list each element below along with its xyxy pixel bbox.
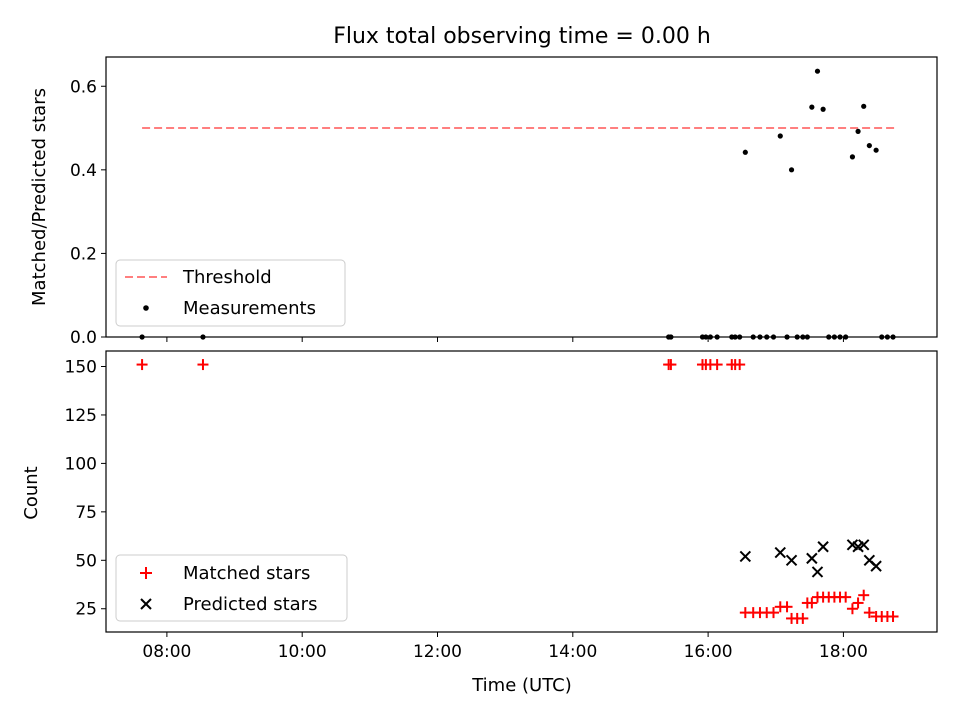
top-y-tick-label: 0.4 bbox=[70, 161, 97, 181]
bottom-panel-axes: 08:00 10:00 12:00 14:00 16:00 18:00 25 50 75 100 1… bbox=[65, 358, 868, 662]
predicted-star-point bbox=[811, 566, 824, 578]
measurement-point bbox=[861, 103, 867, 109]
matched-star-point bbox=[840, 591, 852, 603]
predicted-star-point bbox=[870, 560, 882, 572]
matched-star-point bbox=[711, 359, 723, 371]
top-legend: Threshold Measurements bbox=[115, 259, 346, 327]
x-tick-label: 10:00 bbox=[278, 642, 327, 662]
measurement-point bbox=[855, 128, 861, 134]
top-y-tick-label: 0.2 bbox=[70, 244, 97, 264]
bottom-y-tick-label: 75 bbox=[75, 503, 97, 523]
matched-star-point bbox=[887, 610, 899, 622]
measurement-point bbox=[742, 149, 748, 155]
top-y-axis-label: Matched/Predicted stars bbox=[29, 88, 50, 306]
legend-measurements-swatch bbox=[143, 305, 149, 311]
matched-star-point bbox=[781, 601, 793, 613]
top-y-tick-label: 0.6 bbox=[70, 77, 97, 97]
predicted-star-point bbox=[785, 554, 798, 567]
predicted-star-stroke-b bbox=[817, 541, 829, 553]
predicted-star-stroke-b bbox=[846, 539, 859, 551]
legend-measurements-label: Measurements bbox=[183, 298, 316, 319]
matched-star-point bbox=[852, 597, 864, 609]
measurement-point bbox=[866, 142, 872, 149]
matched-star-point bbox=[197, 359, 209, 371]
measurement-point bbox=[873, 147, 879, 153]
predicted-star-stroke-b bbox=[806, 552, 818, 565]
predicted-star-point bbox=[806, 552, 818, 565]
top-legend-box bbox=[115, 259, 346, 327]
measurement-point bbox=[849, 154, 856, 160]
predicted-star-point bbox=[774, 546, 786, 559]
bottom-y-tick-label: 125 bbox=[65, 406, 97, 426]
bottom-y-axis-label: Count bbox=[21, 466, 42, 519]
matched-star-point bbox=[665, 359, 677, 371]
matched-star-point bbox=[863, 607, 875, 619]
predicted-star-stroke-b bbox=[870, 560, 882, 572]
measurement-point bbox=[777, 133, 783, 139]
matched-star-point bbox=[858, 589, 870, 601]
x-tick-label: 14:00 bbox=[548, 642, 597, 662]
matched-star-point bbox=[136, 359, 148, 371]
matched-star-point bbox=[734, 359, 746, 371]
x-tick-label: 16:00 bbox=[684, 642, 733, 662]
matched-star-point bbox=[846, 603, 858, 615]
legend-matched-swatch bbox=[140, 567, 152, 579]
top-y-tick-label: 0.0 bbox=[70, 328, 97, 348]
predicted-star-stroke-b bbox=[858, 539, 870, 551]
measurement-point bbox=[809, 104, 815, 110]
measurement-point bbox=[820, 106, 826, 112]
x-tick-label: 18:00 bbox=[819, 642, 868, 662]
bottom-panel: 08:00 10:00 12:00 14:00 16:00 18:00 25 50 75 100 1… bbox=[21, 350, 938, 696]
chart-title: Flux total observing time = 0.00 h bbox=[333, 24, 711, 49]
bottom-panel-marks bbox=[136, 359, 899, 624]
bottom-y-tick-label: 25 bbox=[75, 600, 97, 620]
x-tick-label: 08:00 bbox=[142, 642, 191, 662]
predicted-star-stroke-b bbox=[863, 554, 876, 567]
legend-predicted-swatch bbox=[140, 598, 152, 610]
predicted-star-stroke-b bbox=[811, 566, 824, 578]
bottom-legend-box bbox=[115, 554, 348, 622]
x-tick-label: 12:00 bbox=[413, 642, 462, 662]
bottom-y-tick-label: 50 bbox=[75, 551, 97, 571]
top-panel-axes: 0.0 0.2 0.4 0.6 bbox=[70, 77, 844, 348]
matched-star-point bbox=[768, 607, 780, 619]
top-panel: 0.0 0.2 0.4 0.6 Matched/Predicted stars Thr… bbox=[29, 56, 938, 348]
bottom-legend: Matched stars Predicted stars bbox=[115, 554, 348, 622]
legend-threshold-label: Threshold bbox=[182, 267, 272, 288]
measurement-point bbox=[788, 167, 795, 173]
measurement-point bbox=[814, 68, 821, 74]
predicted-star-point bbox=[858, 539, 870, 551]
predicted-star-point bbox=[817, 541, 829, 553]
predicted-star-stroke-b bbox=[739, 550, 752, 563]
bottom-panel-frame bbox=[105, 350, 938, 633]
top-panel-frame bbox=[105, 56, 938, 338]
x-axis-label: Time (UTC) bbox=[471, 675, 572, 696]
bottom-y-tick-label: 150 bbox=[65, 358, 97, 378]
matched-star-point bbox=[806, 597, 818, 609]
legend-predicted-label: Predicted stars bbox=[183, 594, 317, 615]
legend-matched-label: Matched stars bbox=[183, 563, 310, 584]
bottom-y-tick-label: 100 bbox=[65, 454, 97, 474]
predicted-star-stroke-b bbox=[774, 546, 786, 559]
predicted-star-stroke-b bbox=[785, 554, 798, 567]
matched-star-point bbox=[797, 612, 809, 624]
predicted-star-point bbox=[739, 550, 752, 563]
